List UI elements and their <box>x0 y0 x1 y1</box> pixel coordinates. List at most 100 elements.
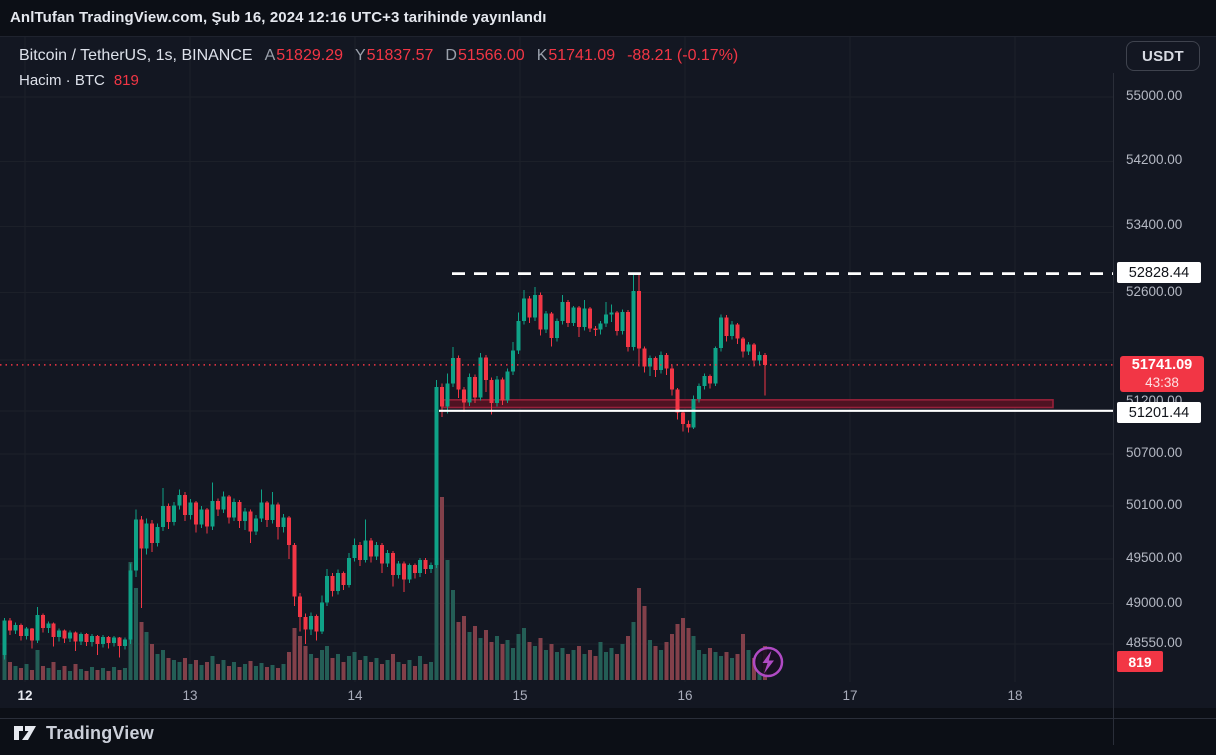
volume-bar <box>237 667 242 680</box>
resistance-price-badge: 52828.44 <box>1117 262 1201 284</box>
volume-bar <box>697 650 702 680</box>
volume-bar <box>713 652 718 680</box>
volume-bar <box>100 668 105 680</box>
price-tick-label: 49500.00 <box>1126 550 1183 566</box>
volume-bar <box>303 646 308 680</box>
ohlc-low: D51566.00 <box>445 47 525 64</box>
volume-bar <box>511 648 516 680</box>
lightning-button[interactable] <box>752 646 784 678</box>
candle-body <box>51 623 56 637</box>
candle-body <box>631 290 636 348</box>
candle-body <box>117 637 122 646</box>
volume-bar <box>647 640 652 680</box>
symbol-title[interactable]: Bitcoin / TetherUS, 1s, BINANCE <box>19 47 253 64</box>
time-tick-label: 13 <box>182 688 198 703</box>
volume-bar <box>637 588 642 680</box>
tradingview-wordmark: TradingView <box>46 722 154 743</box>
candle-body <box>73 632 78 642</box>
volume-bar <box>576 646 581 680</box>
candle-body <box>379 544 384 564</box>
volume-bar <box>412 666 417 680</box>
volume-bar <box>587 650 592 680</box>
volume-series <box>2 497 767 680</box>
volume-bar <box>139 622 144 680</box>
chart-frame <box>0 36 1216 745</box>
candle-body <box>538 295 543 330</box>
last-price-value: 51741.09 <box>1131 356 1193 373</box>
volume-bar <box>571 650 576 680</box>
volume-bar <box>505 640 510 680</box>
volume-bar <box>549 644 554 680</box>
candle-body <box>248 511 253 532</box>
candle-body <box>363 540 368 560</box>
candle-body <box>735 324 740 339</box>
candle-body <box>647 358 652 367</box>
volume-bar <box>533 646 538 680</box>
candle-body <box>172 505 177 522</box>
volume-bar <box>708 648 713 680</box>
candle-body <box>183 494 188 515</box>
volume-bar <box>538 638 543 680</box>
candle-body <box>177 494 182 506</box>
candle-body <box>347 558 352 585</box>
ohlc-high: Y51837.57 <box>354 47 434 64</box>
candle-body <box>396 563 401 575</box>
volume-bar <box>593 656 598 680</box>
candle-body <box>18 625 23 636</box>
candle-body <box>368 540 373 557</box>
volume-bar <box>18 668 23 680</box>
volume-bar <box>286 652 291 680</box>
volume-bar <box>751 658 756 680</box>
candle-body <box>719 317 724 349</box>
candle-body <box>461 389 466 403</box>
volume-bar <box>248 661 253 680</box>
candle-body <box>751 344 756 361</box>
volume-bar <box>7 662 12 680</box>
candle-body <box>319 602 324 632</box>
volume-bar <box>144 632 149 680</box>
candle-body <box>150 523 155 544</box>
candle-body <box>308 616 313 630</box>
volume-bar <box>347 656 352 680</box>
candle-body <box>358 544 363 560</box>
volume-label[interactable]: Hacim · BTC <box>19 72 105 89</box>
change-value: -88.21 (-0.17%) <box>627 47 739 64</box>
candle-body <box>314 616 319 632</box>
volume-bar <box>35 650 40 680</box>
time-tick-label: 15 <box>512 688 528 703</box>
currency-toggle-button[interactable]: USDT <box>1126 41 1200 71</box>
volume-bar <box>111 667 116 680</box>
time-tick-label: 16 <box>677 688 693 703</box>
candle-body <box>232 501 237 518</box>
volume-bar <box>423 664 428 680</box>
publish-info-text: AnlTufan TradingView.com, Şub 16, 2024 1… <box>10 9 547 26</box>
candle-body <box>604 314 609 324</box>
volume-bar <box>352 652 357 680</box>
candle-body <box>237 501 242 522</box>
candle-body <box>664 354 669 369</box>
chart-canvas[interactable] <box>0 37 1216 709</box>
candle-body <box>24 628 29 636</box>
volume-bar <box>390 654 395 680</box>
grid-lines <box>0 37 1113 682</box>
volume-bar <box>456 622 461 680</box>
volume-bar <box>631 622 636 680</box>
volume-bar <box>675 624 680 680</box>
volume-bar <box>117 670 122 680</box>
tradingview-logo-icon <box>14 726 36 740</box>
candle-body <box>511 350 516 372</box>
candle-body <box>746 344 751 352</box>
candle-body <box>95 635 100 644</box>
candle-body <box>549 313 554 338</box>
volume-bar <box>259 663 264 680</box>
tradingview-logo[interactable]: TradingView <box>13 722 154 744</box>
candle-body <box>100 636 105 644</box>
candle-body <box>697 386 702 399</box>
volume-bar <box>494 636 499 680</box>
volume-bar <box>177 662 182 680</box>
volume-bar <box>489 642 494 680</box>
candle-body <box>336 573 341 592</box>
volume-bar <box>522 628 527 680</box>
candle-body <box>407 565 412 580</box>
candle-body <box>593 328 598 330</box>
